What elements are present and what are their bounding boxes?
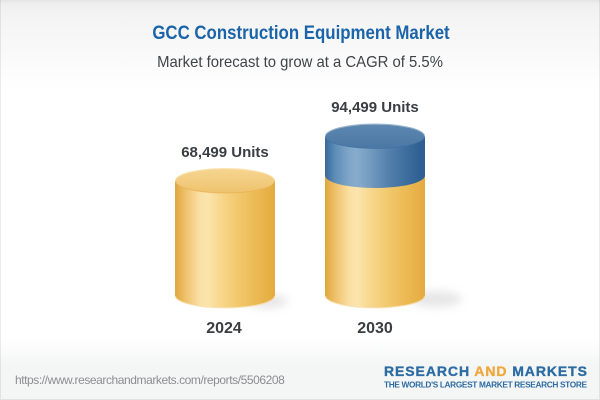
- svg-text:THE WORLD'S LARGEST MARKET RES: THE WORLD'S LARGEST MARKET RESEARCH STOR…: [384, 380, 587, 390]
- svg-text:RESEARCH AND MARKETS: RESEARCH AND MARKETS: [384, 364, 587, 379]
